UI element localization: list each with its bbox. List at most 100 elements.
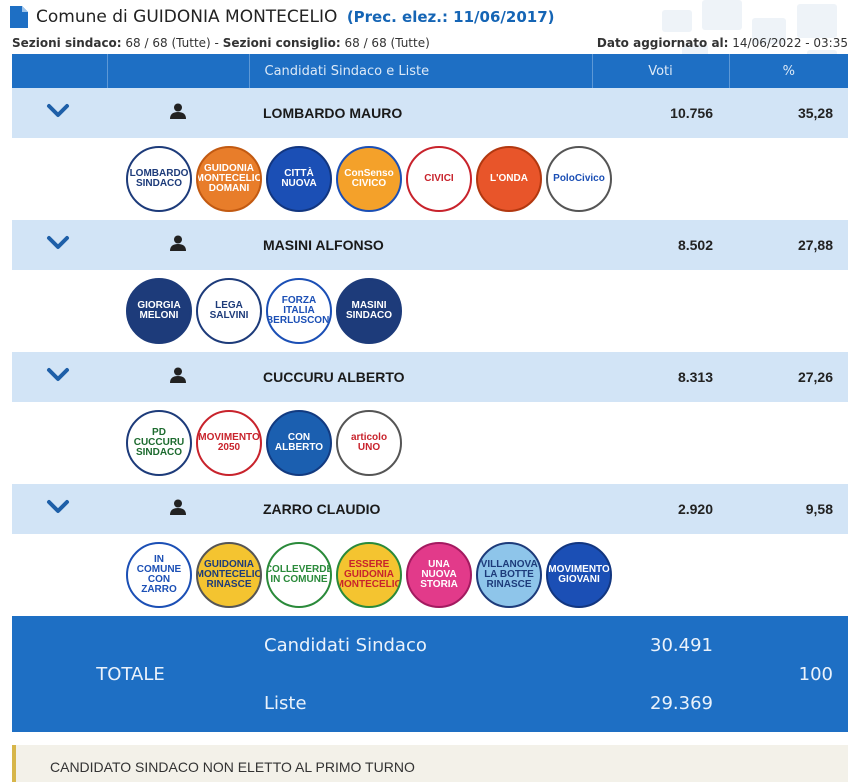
list-logo-label: CITTÀ NUOVA: [281, 168, 317, 189]
list-logo[interactable]: L'ONDA: [476, 146, 542, 212]
candidate-lists-row: PD CUCCURU SINDACO MOVIMENTO 2050 CON ALBE…: [12, 402, 848, 484]
table-header: Candidati Sindaco e Liste Voti %: [12, 54, 848, 88]
sections-consiglio-value: 68 / 68 (Tutte): [340, 36, 430, 50]
candidate-lists-row: IN COMUNE CON ZARRO GUIDONIA MONTECELIO R…: [12, 534, 848, 616]
person-icon: [170, 103, 186, 119]
list-logo[interactable]: articolo UNO: [336, 410, 402, 476]
list-logos: IN COMUNE CON ZARRO GUIDONIA MONTECELIO R…: [12, 534, 848, 616]
list-logo[interactable]: FORZA ITALIA BERLUSCONI: [266, 278, 332, 344]
header-votes: Voti: [592, 54, 730, 88]
list-logo-label: L'ONDA: [490, 173, 528, 184]
header-expand: [12, 54, 108, 88]
page-header: Comune di GUIDONIA MONTECELIO (Prec. ele…: [10, 4, 555, 30]
list-logo-label: IN COMUNE CON ZARRO: [136, 554, 182, 595]
candidate-votes: 8.502: [592, 220, 729, 270]
page-title: Comune di GUIDONIA MONTECELIO (Prec. ele…: [36, 7, 555, 27]
list-logo[interactable]: ESSERE GUIDONIA MONTECELIO: [336, 542, 402, 608]
updated-label: Dato aggiornato al:: [596, 36, 729, 50]
list-logo[interactable]: MOVIMENTO GIOVANI: [546, 542, 612, 608]
list-logo-label: articolo UNO: [350, 432, 388, 453]
list-logo-label: FORZA ITALIA BERLUSCONI: [266, 295, 332, 326]
lists-cell: GIORGIA MELONI LEGA SALVINI FORZA ITALIA B…: [12, 270, 848, 352]
candidate-votes: 8.313: [592, 352, 729, 402]
lists-cell: PD CUCCURU SINDACO MOVIMENTO 2050 CON ALBE…: [12, 402, 848, 484]
list-logo[interactable]: CON ALBERTO: [266, 410, 332, 476]
update-status: Dato aggiornato al: 14/06/2022 - 03:35: [597, 36, 848, 50]
sections-sindaco-label: Sezioni sindaco:: [12, 36, 122, 50]
expand-cell[interactable]: [12, 88, 107, 138]
list-logos: GIORGIA MELONI LEGA SALVINI FORZA ITALIA B…: [12, 270, 848, 352]
list-logo-label: CON ALBERTO: [274, 432, 324, 453]
list-logos: LOMBARDO SINDACO GUIDONIA MONTECELIO DOMA…: [12, 138, 848, 220]
chevron-down-icon[interactable]: [46, 367, 70, 383]
person-icon: [170, 367, 186, 383]
list-logo-label: MOVIMENTO GIOVANI: [548, 564, 610, 585]
list-logo[interactable]: LEGA SALVINI: [196, 278, 262, 344]
list-logo-label: PoloCivico: [553, 173, 605, 184]
list-logo[interactable]: ConSenso CIVICO: [336, 146, 402, 212]
candidate-row[interactable]: ZARRO CLAUDIO 2.920 9,58: [12, 484, 848, 534]
header-icon: [107, 54, 250, 88]
list-logo[interactable]: GUIDONIA MONTECELIO RINASCE: [196, 542, 262, 608]
candidate-icon-cell: [107, 352, 249, 402]
sections-sindaco-value: 68 / 68 (Tutte) -: [121, 36, 223, 50]
result-note-text: CANDIDATO SINDACO NON ELETTO AL PRIMO TU…: [50, 759, 415, 775]
list-logo-label: LOMBARDO SINDACO: [129, 168, 189, 189]
chevron-down-icon[interactable]: [46, 103, 70, 119]
list-logo-label: LEGA SALVINI: [209, 300, 249, 321]
total-lists-votes: 29.369: [592, 674, 729, 732]
person-icon: [170, 499, 186, 515]
candidate-name: MASINI ALFONSO: [249, 220, 592, 270]
list-logo[interactable]: COLLEVERDE IN COMUNE: [266, 542, 332, 608]
total-row: TOTALE Candidati Sindaco 30.491 100: [12, 616, 848, 732]
list-logo-label: COLLEVERDE IN COMUNE: [266, 564, 332, 585]
total-label: TOTALE: [12, 616, 249, 732]
previous-election[interactable]: (Prec. elez.: 11/06/2017): [346, 8, 555, 26]
candidate-perc: 27,26: [729, 352, 848, 402]
candidate-lists-row: GIORGIA MELONI LEGA SALVINI FORZA ITALIA B…: [12, 270, 848, 352]
person-icon: [170, 235, 186, 251]
candidate-icon-cell: [107, 88, 249, 138]
chevron-down-icon[interactable]: [46, 499, 70, 515]
list-logo[interactable]: UNA NUOVA STORIA: [406, 542, 472, 608]
list-logo-label: ESSERE GUIDONIA MONTECELIO: [336, 559, 402, 590]
header-candidates: Candidati Sindaco e Liste: [249, 54, 593, 88]
list-logo[interactable]: CIVICI: [406, 146, 472, 212]
lists-cell: IN COMUNE CON ZARRO GUIDONIA MONTECELIO R…: [12, 534, 848, 616]
expand-cell[interactable]: [12, 352, 107, 402]
total-lists-row: Liste 29.369: [12, 674, 848, 732]
list-logo-label: GUIDONIA MONTECELIO DOMANI: [196, 163, 262, 194]
sections-consiglio-label: Sezioni consiglio:: [222, 36, 341, 50]
title-city: GUIDONIA MONTECELIO: [133, 7, 338, 27]
list-logo[interactable]: PoloCivico: [546, 146, 612, 212]
list-logo-label: CIVICI: [424, 173, 454, 184]
list-logo[interactable]: CITTÀ NUOVA: [266, 146, 332, 212]
updated-value: 14/06/2022 - 03:35: [728, 36, 848, 50]
candidate-row[interactable]: MASINI ALFONSO 8.502 27,88: [12, 220, 848, 270]
list-logos: PD CUCCURU SINDACO MOVIMENTO 2050 CON ALBE…: [12, 402, 848, 484]
results-table: Candidati Sindaco e Liste Voti % LOMBARD…: [12, 54, 848, 732]
candidate-lists-row: LOMBARDO SINDACO GUIDONIA MONTECELIO DOMA…: [12, 138, 848, 220]
candidate-perc: 35,28: [729, 88, 848, 138]
list-logo[interactable]: GIORGIA MELONI: [126, 278, 192, 344]
list-logo-label: MASINI SINDACO: [345, 300, 393, 321]
list-logo[interactable]: MASINI SINDACO: [336, 278, 402, 344]
result-note: CANDIDATO SINDACO NON ELETTO AL PRIMO TU…: [12, 745, 848, 782]
list-logo[interactable]: LOMBARDO SINDACO: [126, 146, 192, 212]
list-logo-label: VILLANOVA LA BOTTE RINASCE: [480, 559, 538, 590]
expand-cell[interactable]: [12, 484, 107, 534]
list-logo[interactable]: PD CUCCURU SINDACO: [126, 410, 192, 476]
chevron-down-icon[interactable]: [46, 235, 70, 251]
list-logo-label: ConSenso CIVICO: [344, 168, 394, 189]
candidate-name: ZARRO CLAUDIO: [249, 484, 592, 534]
list-logo[interactable]: MOVIMENTO 2050: [196, 410, 262, 476]
expand-cell[interactable]: [12, 220, 107, 270]
total-candidates-label: Candidati Sindaco: [249, 616, 592, 674]
list-logo[interactable]: VILLANOVA LA BOTTE RINASCE: [476, 542, 542, 608]
list-logo[interactable]: IN COMUNE CON ZARRO: [126, 542, 192, 608]
candidate-icon-cell: [107, 484, 249, 534]
list-logo[interactable]: GUIDONIA MONTECELIO DOMANI: [196, 146, 262, 212]
candidate-row[interactable]: CUCCURU ALBERTO 8.313 27,26: [12, 352, 848, 402]
sections-status: Sezioni sindaco: 68 / 68 (Tutte) - Sezio…: [12, 36, 430, 50]
candidate-row[interactable]: LOMBARDO MAURO 10.756 35,28: [12, 88, 848, 138]
